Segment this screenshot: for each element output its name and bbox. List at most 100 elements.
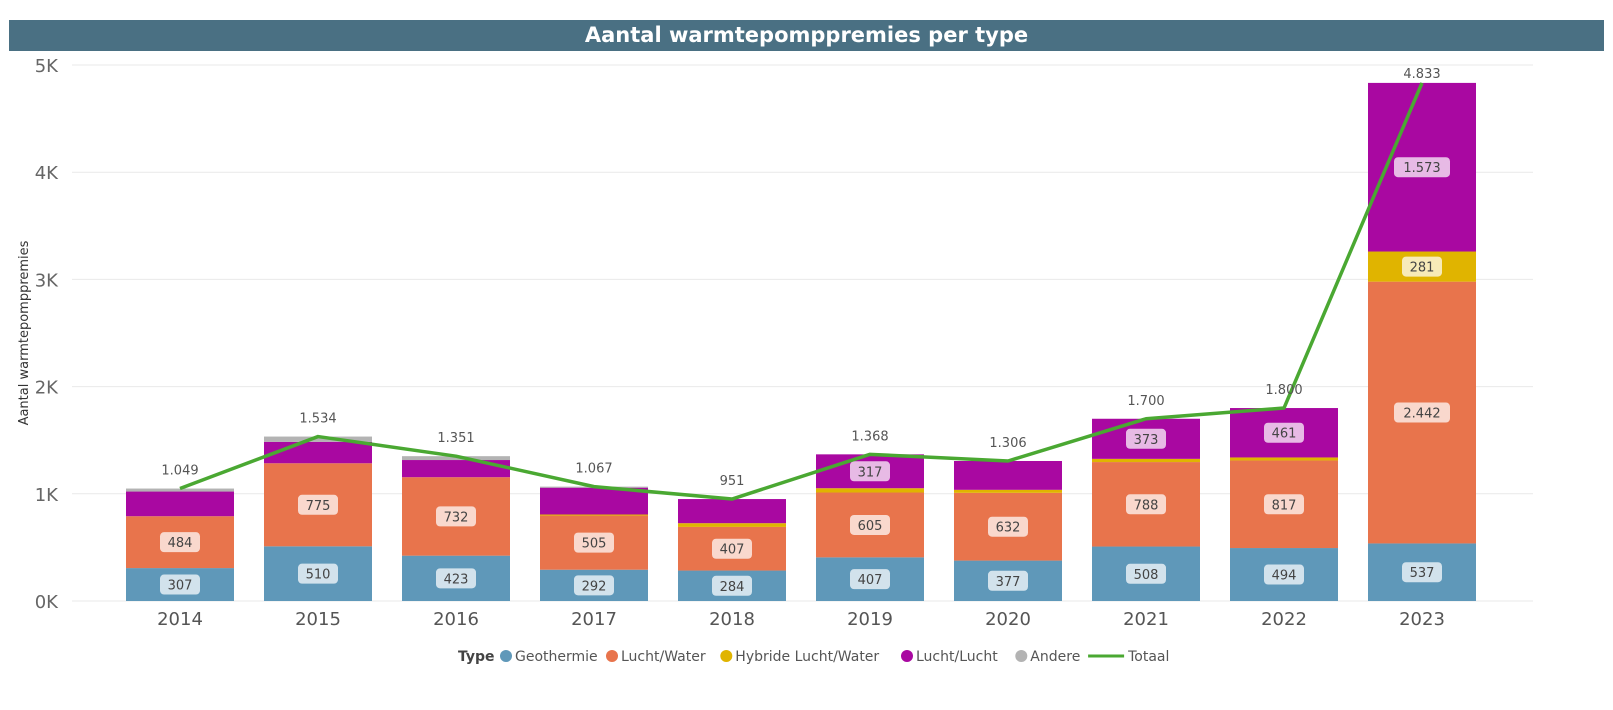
data-label: 775 <box>306 499 331 514</box>
data-label: 284 <box>720 580 745 595</box>
data-label-bg <box>574 575 614 596</box>
y-tick-label: 2K <box>35 378 59 399</box>
bar-segment-hybride-lucht-water <box>1230 457 1338 461</box>
bars <box>126 82 1476 601</box>
total-label: 1.700 <box>1127 394 1164 409</box>
legend-item-label: Hybride Lucht/Water <box>735 649 879 665</box>
y-tick-label: 3K <box>35 270 59 291</box>
data-label: 505 <box>582 537 607 552</box>
x-tick-label: 2023 <box>1399 609 1445 630</box>
total-label: 1.067 <box>575 462 612 477</box>
data-label: 373 <box>1134 433 1159 448</box>
chart-title: Aantal warmtepomppremies per type <box>9 20 1604 51</box>
x-tick-label: 2019 <box>847 609 893 630</box>
y-axis-label: Aantal warmtepomppremies <box>17 240 32 425</box>
data-label-bg <box>1402 562 1442 583</box>
x-tick-label: 2020 <box>985 609 1031 630</box>
y-axis-ticks: 0K 1K 2K 3K 4K 5K <box>35 56 59 613</box>
data-label: 788 <box>1134 498 1159 513</box>
data-label-bg <box>1126 428 1166 449</box>
x-tick-label: 2021 <box>1123 609 1169 630</box>
legend-item-label: Andere <box>1030 649 1080 665</box>
bar-segment-hybride-lucht-water <box>954 489 1062 493</box>
total-label: 1.368 <box>851 429 888 444</box>
bar-segment-lucht-lucht <box>954 460 1062 490</box>
bar-segment-hybride-lucht-water <box>816 488 924 493</box>
data-label: 494 <box>1272 569 1297 584</box>
total-label: 1.800 <box>1265 383 1302 398</box>
legend-marker <box>901 650 913 662</box>
segment-labels: 307 484 510 775 423 732 292 505 284 407 407 605 317 3… <box>160 157 1450 596</box>
data-label-bg <box>1264 564 1304 585</box>
legend-item-label: Lucht/Water <box>621 649 706 665</box>
bar-segment-lucht-lucht <box>402 460 510 478</box>
legend-item-label: Lucht/Lucht <box>916 649 998 665</box>
total-label: 1.306 <box>989 436 1026 451</box>
data-label: 2.442 <box>1403 407 1440 422</box>
data-label: 537 <box>1410 566 1435 581</box>
data-label-bg <box>1394 402 1450 423</box>
legend-marker <box>720 650 733 662</box>
bar-segment-andere <box>126 488 234 492</box>
data-label: 423 <box>444 572 469 587</box>
data-label: 508 <box>1134 568 1159 583</box>
data-label-bg <box>574 532 614 553</box>
data-label-bg <box>1264 494 1304 515</box>
totaal-line <box>179 82 1424 501</box>
bar-segment-lucht-lucht <box>540 487 648 515</box>
x-tick-label: 2017 <box>571 609 617 630</box>
total-label: 1.534 <box>299 412 336 427</box>
total-label: 4.833 <box>1403 67 1440 82</box>
data-label: 732 <box>444 510 469 525</box>
total-label: 1.049 <box>161 464 198 479</box>
legend-title: Type <box>458 649 495 665</box>
legend-item-label: Totaal <box>1127 649 1169 665</box>
legend[interactable]: Type Geothermie Lucht/Water Hybride Lucht/W… <box>458 649 1169 665</box>
data-label-bg <box>1264 422 1304 443</box>
data-label: 377 <box>996 575 1021 590</box>
y-tick-label: 4K <box>35 163 59 184</box>
data-label-bg <box>298 494 338 515</box>
legend-marker <box>606 650 618 662</box>
data-label-bg <box>712 575 752 596</box>
data-label: 407 <box>858 573 883 588</box>
data-label: 461 <box>1272 427 1297 442</box>
data-label: 510 <box>306 568 331 583</box>
data-label-bg <box>988 570 1028 591</box>
bar-segment-lucht-lucht <box>678 499 786 524</box>
bar-segment-lucht-lucht <box>126 491 234 517</box>
data-label-bg <box>850 569 890 590</box>
x-tick-label: 2016 <box>433 609 479 630</box>
x-axis-ticks: 2014 2015 2016 2017 2018 2019 2020 2021 2022 2023 <box>157 609 1445 630</box>
data-label: 632 <box>996 521 1021 536</box>
data-label: 484 <box>168 536 193 551</box>
data-label: 281 <box>1410 261 1435 276</box>
total-label: 1.351 <box>437 431 474 446</box>
legend-item-label: Geothermie <box>515 649 598 665</box>
bar-segment-hybride-lucht-water <box>678 523 786 527</box>
legend-marker <box>1015 650 1028 662</box>
total-line: 1.049 1.534 1.351 1.067 951 1.368 1.306 1.700 1.… <box>161 67 1441 501</box>
data-label-bg <box>988 516 1028 537</box>
bar-segment-andere <box>264 436 372 442</box>
total-label: 951 <box>720 474 745 489</box>
data-label-bg <box>1126 494 1166 515</box>
data-label-bg <box>850 514 890 535</box>
x-tick-label: 2018 <box>709 609 755 630</box>
y-tick-label: 5K <box>35 56 59 77</box>
data-label-bg <box>1126 563 1166 584</box>
legend-marker <box>500 650 512 662</box>
x-tick-label: 2015 <box>295 609 341 630</box>
data-label-bg <box>298 563 338 584</box>
data-label-bg <box>160 532 200 553</box>
data-label: 605 <box>858 519 883 534</box>
data-label-bg <box>436 568 476 589</box>
data-label: 817 <box>1272 498 1297 513</box>
data-label-bg <box>160 574 200 595</box>
data-label: 407 <box>720 543 745 558</box>
x-tick-label: 2022 <box>1261 609 1307 630</box>
bar-segment-andere <box>402 456 510 461</box>
y-tick-label: 1K <box>35 485 59 506</box>
data-label: 1.573 <box>1403 161 1440 176</box>
